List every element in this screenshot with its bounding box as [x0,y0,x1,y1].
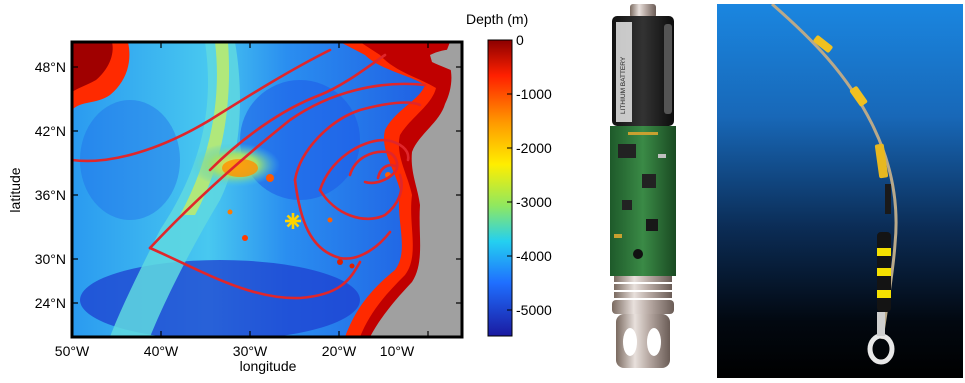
x-tick-label: 10°W [380,343,415,359]
track-line [318,173,403,221]
tape-band [877,248,891,256]
housing-ring [614,292,672,298]
map-frame [70,40,464,339]
shackle-link [877,312,885,336]
track-line [208,53,387,172]
colorbar-tick-label: 0 [516,32,524,48]
housing-collar [612,300,674,314]
tag-device [849,86,868,107]
component [614,234,622,238]
bathymetry-map-figure: 48°N 42°N 36°N 30°N 24°N 50°W 40°W 30°W … [7,11,552,374]
canary-island [337,259,343,265]
y-tick-label: 24°N [35,295,66,311]
housing-ring [614,276,672,282]
track-line [318,138,410,192]
tag-device [813,35,833,53]
battery-label: LITHIUM BATTERY [620,56,627,114]
ridge-crest [180,42,230,215]
cage-opening [647,328,661,356]
colorbar-tick-label: -4000 [516,248,552,264]
battery-cap [630,4,656,18]
track-line [293,178,392,260]
y-tick-label: 48°N [35,59,66,75]
x-tick-label: 40°W [144,343,179,359]
y-tick-label: 42°N [35,123,66,139]
track-line [148,246,362,300]
battery-label-strip [616,22,632,122]
deep-basin-west [80,100,180,220]
y-tick-label: 36°N [35,187,66,203]
axis-ticks [71,42,462,337]
tape-band [877,290,891,298]
cage-opening [623,328,637,356]
azores-shallows [222,159,258,177]
mid-atlantic-ridge [110,42,240,337]
colorbar [487,39,513,337]
tracks-group [72,48,427,300]
track-line [72,48,332,163]
land-europe-africa [370,42,462,337]
x-tick-label: 30°W [233,343,268,359]
component [628,132,658,135]
x-axis-label: longitude [240,358,297,374]
tape-band [877,268,891,276]
canary-island [349,263,355,269]
x-tick-label: 50°W [55,343,90,359]
seamount [327,217,333,223]
chip [622,200,632,210]
colorbar-tick-label: -2000 [516,140,552,156]
mooring-line-illustration [717,2,963,378]
chip [618,144,636,158]
madeira-island [242,235,248,241]
nw-landmass-shallow [72,42,113,92]
device-body [885,184,891,214]
datalogger-illustration: LITHIUM BATTERY [610,4,676,368]
colorbar-title: Depth (m) [466,11,528,27]
tag-device [874,143,889,179]
colorbar-ticks [507,39,512,311]
track-line [376,163,397,180]
mooring-line-photo [717,2,963,378]
y-axis-label: latitude [7,167,23,212]
chip [642,174,656,188]
seamount [266,174,274,182]
colorbar-tick-label: -3000 [516,194,552,210]
water-background [717,4,963,378]
colorbar-tick-label: -1000 [516,86,552,102]
deployment-star-icon [285,213,301,229]
colorbar-tick-label: -5000 [516,302,552,318]
component [633,249,643,259]
battery-wire [664,24,672,114]
datalogger-photo: LITHIUM BATTERY [598,4,688,374]
land-ireland [430,49,462,75]
housing-ring [614,284,672,290]
map-plot-area [72,42,462,337]
seamount [227,209,233,215]
x-tick-label: 20°W [322,343,357,359]
track-line [148,82,427,250]
component [658,154,666,158]
track-line [293,101,422,182]
track-line [348,150,399,185]
y-tick-label: 30°N [35,251,66,267]
bathymetry-map: 48°N 42°N 36°N 30°N 24°N 50°W 40°W 30°W … [7,11,552,374]
chip [646,219,658,231]
